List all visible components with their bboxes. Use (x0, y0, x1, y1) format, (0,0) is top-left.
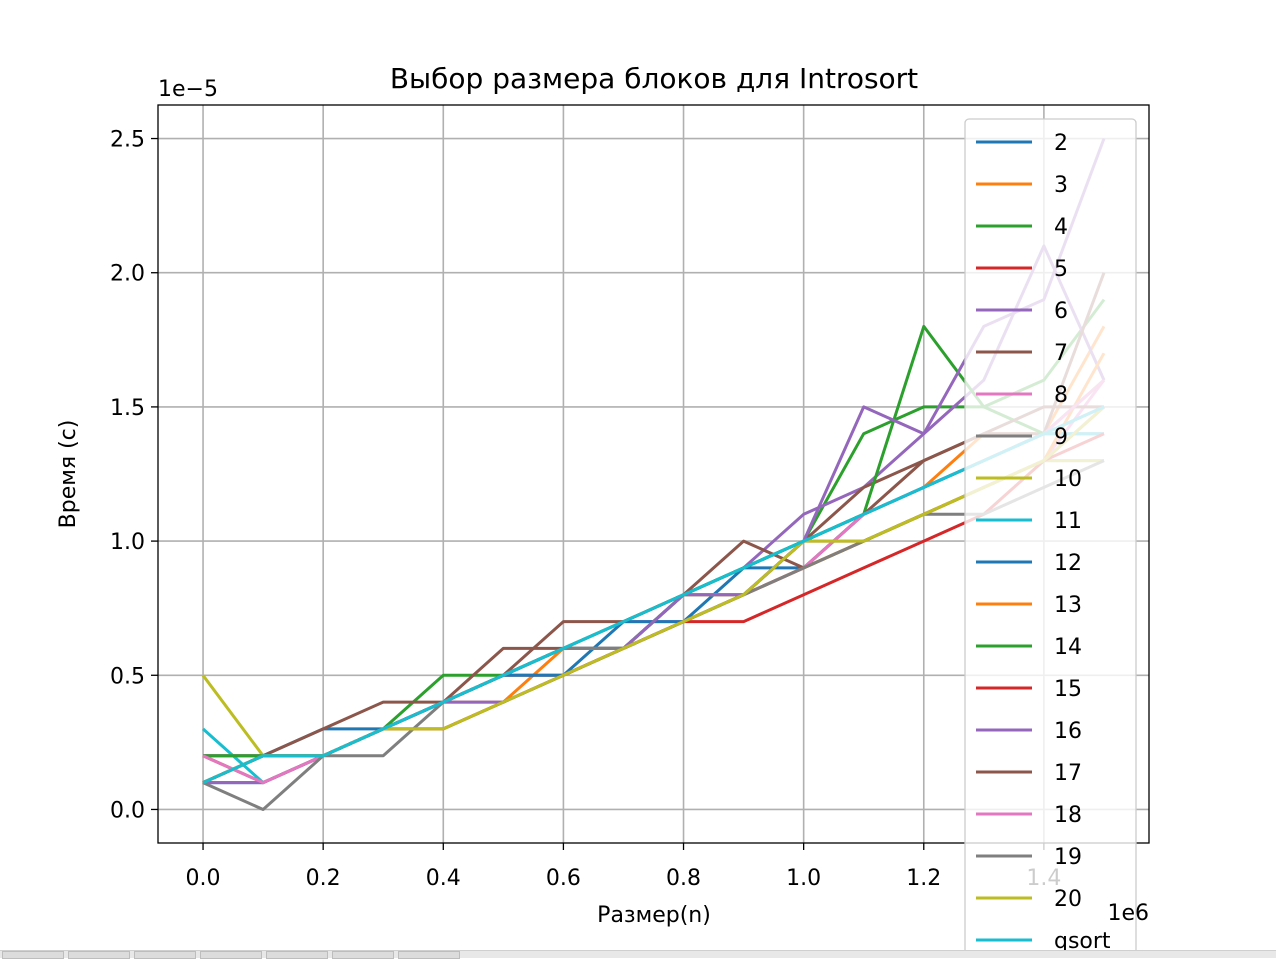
legend-label: 3 (1054, 173, 1068, 198)
legend-label: 10 (1054, 467, 1082, 492)
x-tick-label: 1.2 (906, 866, 941, 891)
legend: 2 3 4 5 6 7 8 9 10 11 12 13 14 15 16 17 18 19 20 qsort (964, 118, 1137, 958)
series-lines (201, 137, 1106, 811)
plot-frame (157, 104, 1150, 844)
y-tick-label: 2.0 (110, 262, 145, 287)
x-tick-label: 1.0 (786, 866, 821, 891)
legend-label: qsort (1054, 929, 1111, 954)
y-tick-label: 1.0 (110, 530, 145, 555)
x-tick-label: 0.4 (426, 866, 461, 891)
legend-label: 17 (1054, 761, 1082, 786)
legend-label: 13 (1054, 593, 1082, 618)
legend-label: 19 (1054, 845, 1082, 870)
legend-label: 2 (1054, 131, 1068, 156)
series-line-qsort (202, 405, 1105, 784)
x-tick-label: 0.8 (666, 866, 701, 891)
x-tick-label: 0.0 (186, 866, 221, 891)
y-axis: 0.0 0.5 1.0 1.5 2.0 2.5 (110, 128, 158, 823)
chart-title: Выбор размера блоков для Introsort (390, 62, 918, 95)
y-tick-label: 0.0 (110, 798, 145, 823)
taskbar-strip (0, 950, 1276, 959)
legend-label: 11 (1054, 509, 1082, 534)
y-tick-label: 1.5 (110, 396, 145, 421)
legend-label: 15 (1054, 677, 1082, 702)
legend-label: 6 (1054, 299, 1068, 324)
legend-label: 12 (1054, 551, 1082, 576)
y-tick-label: 2.5 (110, 128, 145, 153)
legend-label: 7 (1054, 341, 1068, 366)
x-axis: 0.00.20.40.60.81.01.21.4 (186, 843, 1061, 891)
legend-label: 18 (1054, 803, 1082, 828)
legend-label: 4 (1054, 215, 1068, 240)
legend-label: 8 (1054, 383, 1068, 408)
x-offset-text: 1e6 (1107, 901, 1149, 926)
y-axis-label: Время (с) (56, 420, 81, 529)
y-tick-label: 0.5 (110, 664, 145, 689)
legend-label: 5 (1054, 257, 1068, 282)
x-tick-label: 0.2 (306, 866, 341, 891)
legend-label: 16 (1054, 719, 1082, 744)
legend-label: 14 (1054, 635, 1082, 660)
legend-label: 9 (1054, 425, 1068, 450)
x-axis-label: Размер(n) (597, 903, 711, 928)
y-offset-text: 1e−5 (158, 77, 218, 102)
legend-frame (964, 118, 1137, 958)
legend-label: 20 (1054, 887, 1082, 912)
x-tick-label: 0.6 (546, 866, 581, 891)
